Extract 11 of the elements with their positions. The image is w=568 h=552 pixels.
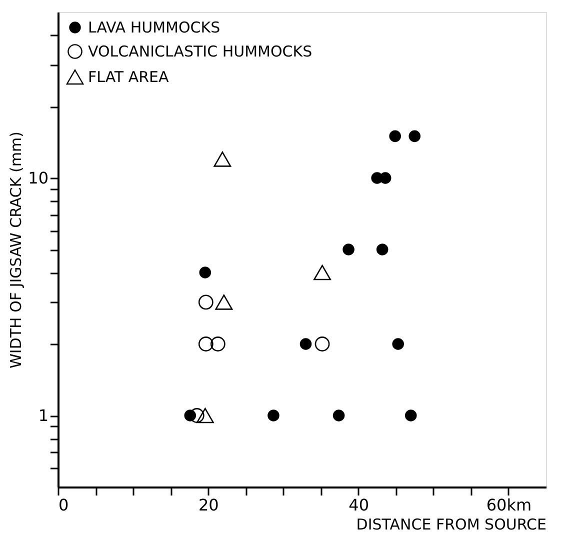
legend-label: LAVA HUMMOCKS bbox=[88, 18, 220, 36]
y-axis-title: WIDTH OF JIGSAW CRACK (mm) bbox=[7, 132, 26, 368]
y-tick-label: 10 bbox=[28, 168, 48, 188]
x-tick-label: 60km bbox=[486, 496, 532, 514]
x-axis-title: DISTANCE FROM SOURCE bbox=[356, 516, 546, 534]
legend-label: VOLCANICLASTIC HUMMOCKS bbox=[88, 42, 312, 60]
x-tick-label: 40 bbox=[348, 496, 369, 514]
legend-label: FLAT AREA bbox=[88, 68, 170, 86]
y-tick-label: 1 bbox=[38, 406, 48, 426]
x-tick-label: 20 bbox=[198, 496, 219, 514]
x-tick-label: 0 bbox=[58, 496, 69, 514]
